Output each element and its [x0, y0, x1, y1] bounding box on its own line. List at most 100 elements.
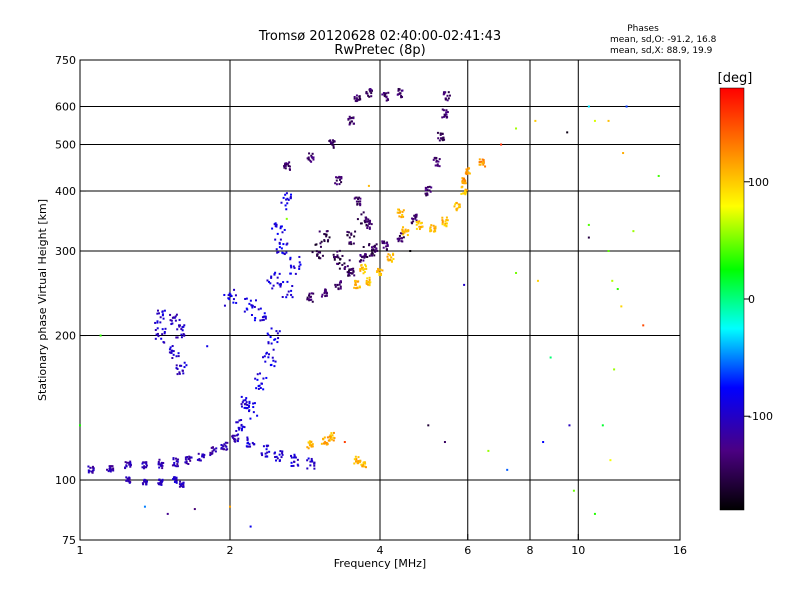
data-point	[359, 222, 362, 225]
data-point	[271, 356, 274, 359]
data-point	[243, 310, 246, 313]
data-point	[278, 283, 281, 286]
data-point	[432, 224, 435, 227]
data-point	[458, 203, 461, 206]
data-point	[285, 192, 288, 195]
data-point	[400, 94, 403, 97]
data-point	[370, 95, 373, 98]
data-point	[286, 197, 289, 200]
data-point	[268, 280, 271, 283]
data-point	[336, 176, 339, 179]
data-point	[171, 357, 174, 360]
data-point	[252, 443, 255, 446]
data-point	[262, 318, 265, 321]
data-point	[426, 192, 429, 195]
data-point	[381, 93, 384, 96]
data-point	[458, 205, 461, 208]
data-point	[286, 202, 289, 205]
data-point	[265, 376, 268, 379]
data-point	[370, 223, 373, 226]
data-point	[373, 249, 376, 252]
data-point	[364, 265, 367, 268]
data-point	[275, 223, 278, 226]
data-point	[360, 463, 363, 466]
data-point	[348, 241, 351, 244]
data-point	[346, 230, 349, 233]
data-point	[461, 179, 464, 182]
data-point	[364, 462, 367, 465]
data-point	[396, 211, 399, 214]
data-point	[180, 328, 183, 331]
data-point	[331, 434, 334, 437]
data-point	[425, 194, 428, 197]
data-point	[245, 401, 248, 404]
data-point	[330, 435, 333, 438]
data-point	[434, 227, 437, 230]
data-point	[441, 108, 444, 111]
data-point	[356, 286, 359, 289]
data-point	[364, 216, 367, 219]
data-point	[157, 460, 160, 463]
data-point	[213, 448, 216, 451]
data-point	[412, 217, 415, 220]
data-point	[365, 223, 368, 226]
data-point	[313, 462, 316, 465]
data-point	[109, 465, 112, 468]
data-point	[430, 186, 433, 189]
data-point	[406, 230, 409, 233]
data-point	[362, 211, 365, 214]
data-point	[355, 200, 358, 203]
data-point	[319, 242, 322, 245]
data-point	[363, 465, 366, 468]
data-point	[454, 203, 457, 206]
data-point	[209, 452, 212, 455]
data-point	[353, 279, 356, 282]
data-point	[259, 372, 262, 375]
data-point	[92, 469, 95, 472]
data-point	[178, 371, 181, 374]
data-point	[369, 88, 372, 91]
data-point	[278, 453, 281, 456]
data-point	[284, 204, 287, 207]
data-point	[371, 248, 374, 251]
data-point	[276, 457, 279, 460]
data-point	[174, 479, 177, 482]
data-point	[168, 348, 171, 351]
data-point	[279, 227, 282, 230]
data-point	[290, 293, 293, 296]
data-point	[397, 93, 400, 96]
data-point	[176, 373, 179, 376]
data-point	[329, 140, 332, 143]
data-point	[359, 204, 362, 207]
data-point	[154, 321, 157, 324]
data-point	[188, 455, 191, 458]
data-point	[632, 230, 635, 233]
data-point	[398, 237, 401, 240]
data-point	[238, 427, 241, 430]
data-point	[314, 243, 317, 246]
data-point	[285, 162, 288, 165]
data-point	[298, 255, 301, 258]
data-point	[260, 452, 263, 455]
data-point	[444, 91, 447, 94]
data-point	[325, 291, 328, 294]
data-point	[350, 232, 353, 235]
data-point	[278, 459, 281, 462]
data-point	[283, 253, 286, 256]
data-point	[107, 470, 110, 473]
data-point	[162, 317, 165, 320]
data-point	[334, 283, 337, 286]
data-point	[317, 251, 320, 254]
data-point	[318, 256, 321, 259]
data-point	[274, 360, 277, 363]
data-point	[306, 296, 309, 299]
data-point	[285, 208, 288, 211]
data-point	[202, 453, 205, 456]
data-point	[339, 258, 342, 261]
data-point	[375, 247, 378, 250]
data-point	[348, 274, 351, 277]
data-point	[625, 105, 628, 108]
data-point	[428, 185, 431, 188]
data-point	[243, 426, 246, 429]
x-tick-label: 1	[77, 544, 84, 557]
